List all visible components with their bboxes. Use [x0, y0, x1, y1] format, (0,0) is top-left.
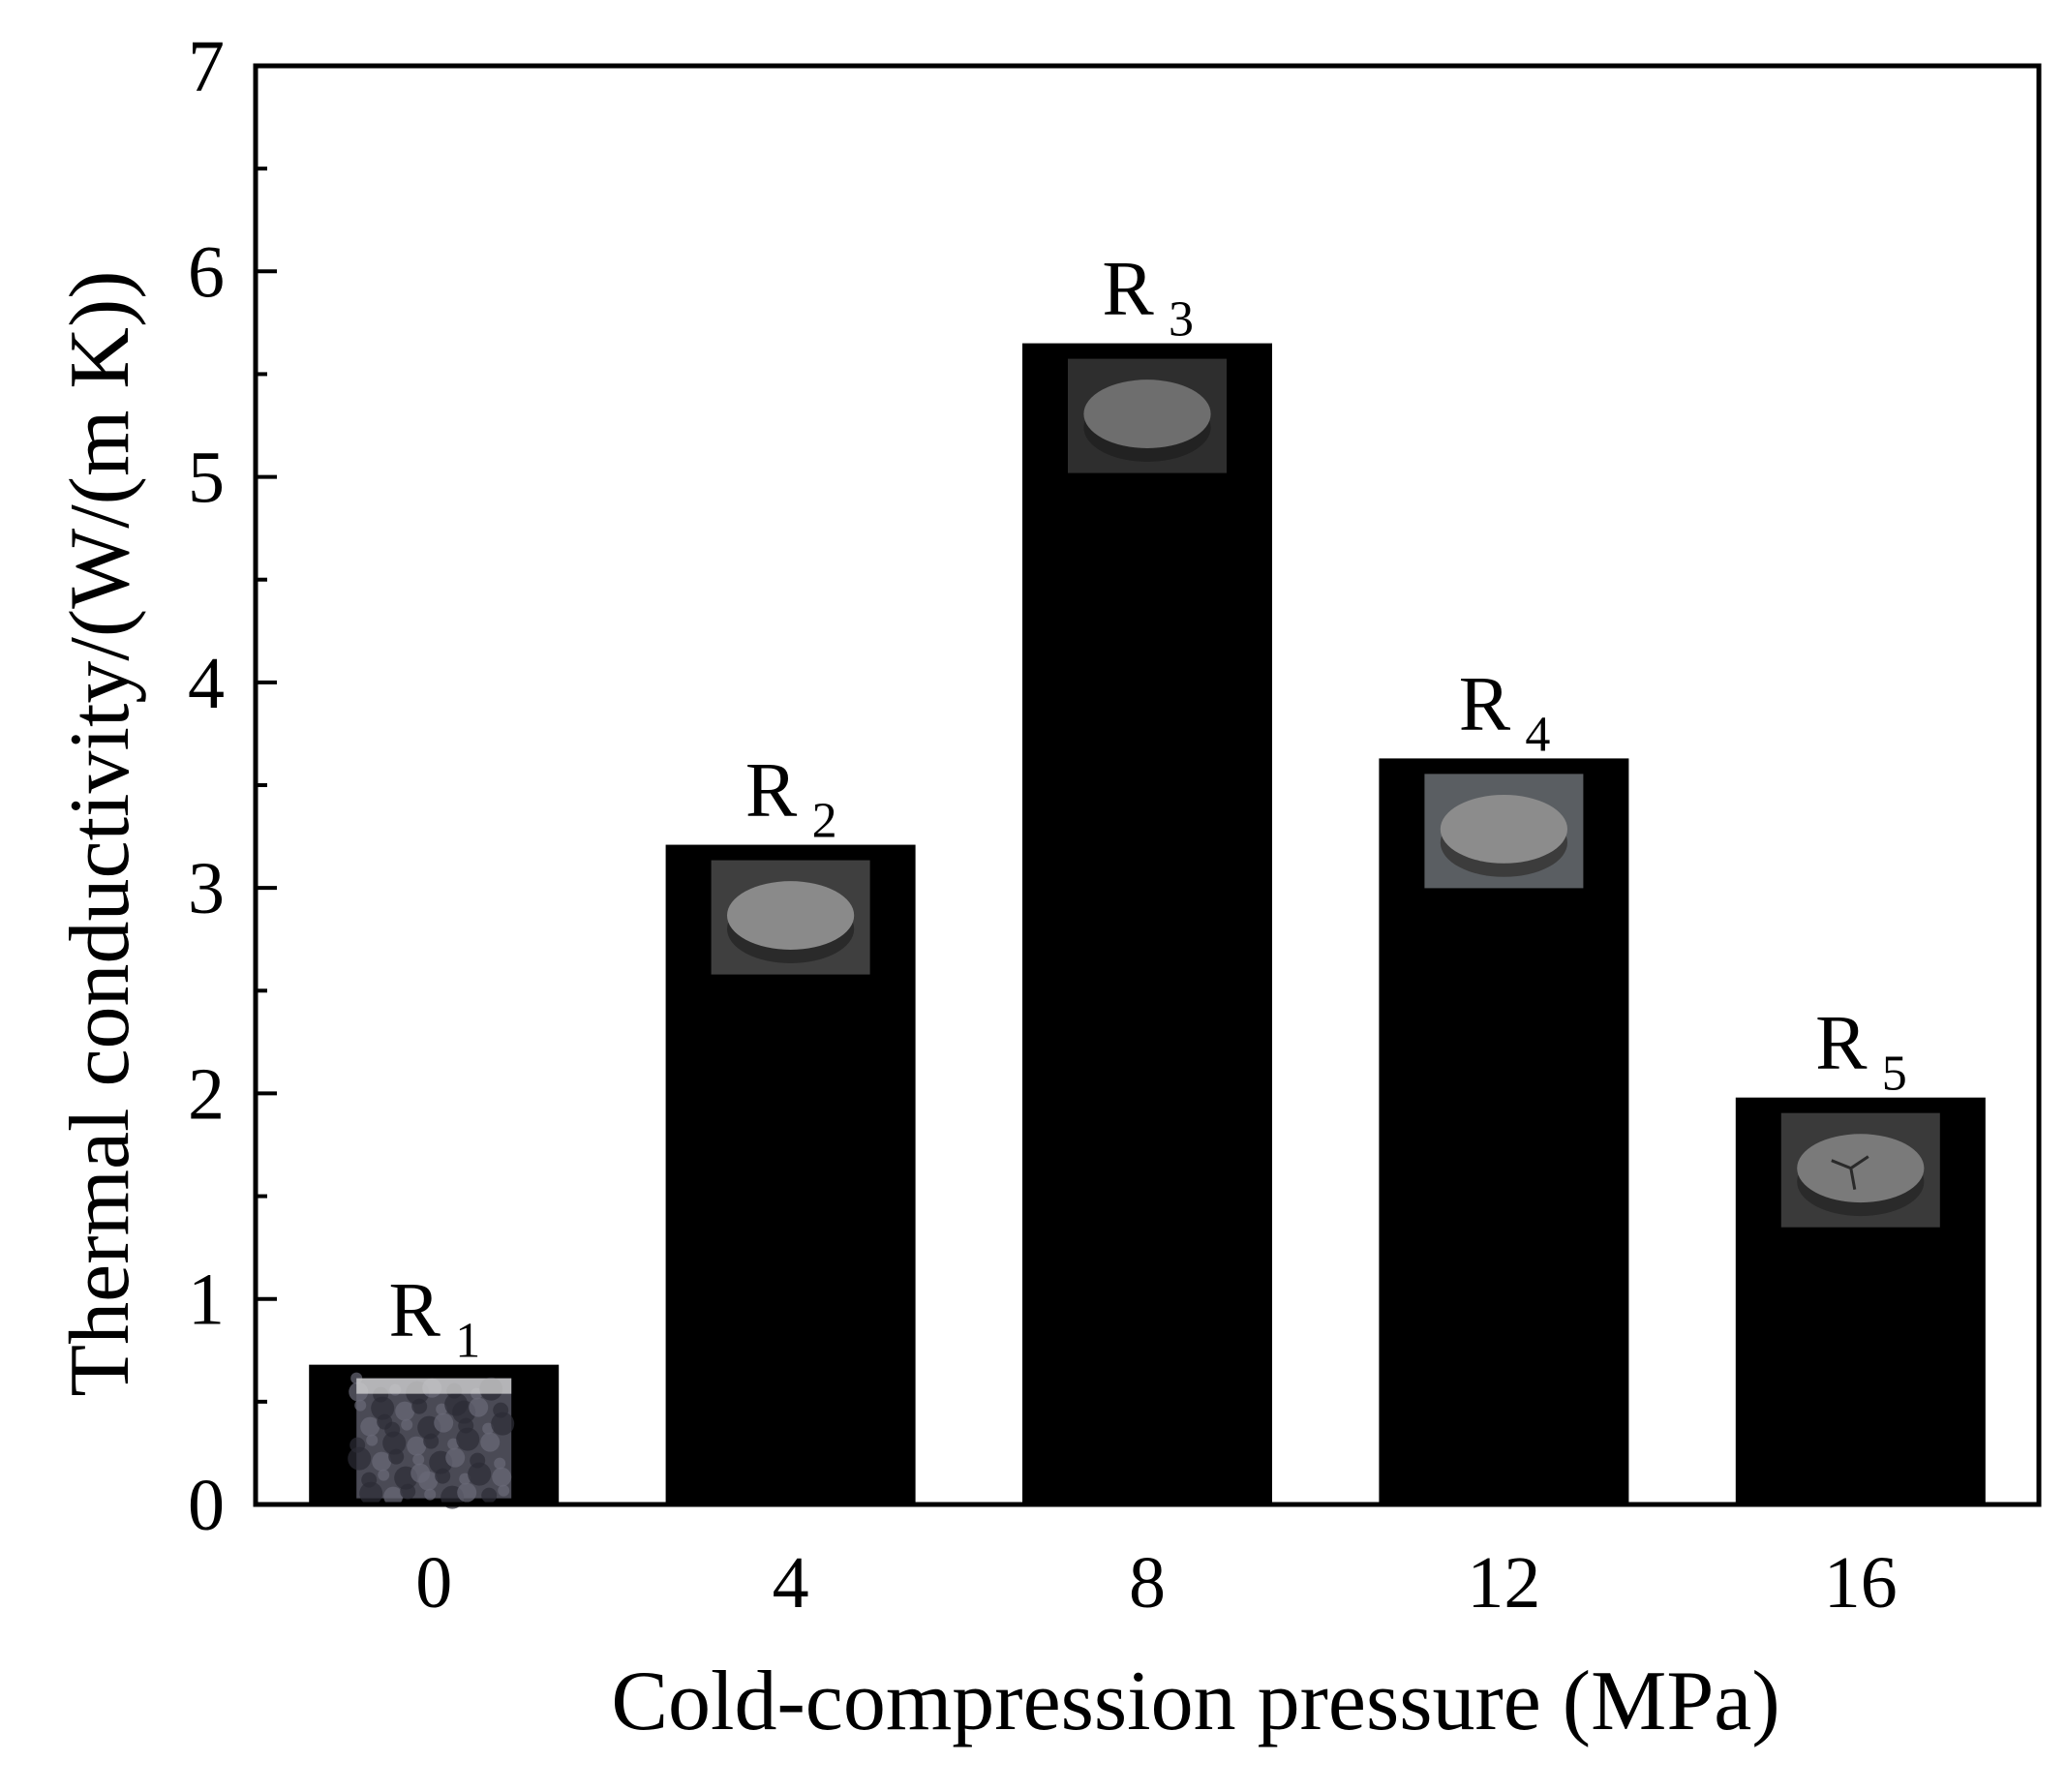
powder-grain — [372, 1451, 392, 1472]
bar-labels-layer: R 1R 2R 3R 4R 5 — [389, 247, 1907, 1369]
powder-grain — [377, 1413, 393, 1430]
x-tick-label: 12 — [1467, 1542, 1540, 1624]
powder-grain — [436, 1403, 448, 1415]
powder-grain — [395, 1401, 415, 1421]
powder-grain — [407, 1436, 427, 1456]
x-tick-label: 0 — [415, 1542, 452, 1624]
powder-grain — [411, 1398, 428, 1414]
y-tick-label: 3 — [188, 848, 225, 929]
powder-grain — [382, 1431, 407, 1455]
powder-grain — [481, 1487, 498, 1503]
y-axis-title: Thermal conductivity/(W/(m K)) — [53, 270, 147, 1396]
y-tick-label: 0 — [188, 1465, 225, 1546]
powder-grain — [360, 1416, 380, 1437]
pellet-face — [1440, 795, 1567, 864]
y-tick-label: 6 — [188, 231, 225, 313]
pellet-face — [727, 881, 855, 950]
bar-label-subscript: 3 — [1169, 292, 1194, 348]
y-tick-label: 2 — [188, 1053, 225, 1135]
powder-grain — [348, 1446, 372, 1471]
bar — [1022, 343, 1272, 1505]
x-axis-ticks: 0 4 8 12 16 — [415, 1542, 1898, 1624]
powder-grain — [359, 1481, 383, 1505]
powder-grain — [498, 1484, 510, 1497]
x-tick-label: 8 — [1129, 1542, 1166, 1624]
y-axis-ticks: 0 1 2 3 4 5 6 7 — [188, 26, 277, 1546]
bars-layer — [309, 343, 1986, 1505]
powder-grain — [378, 1469, 390, 1481]
powder-grain — [491, 1412, 515, 1436]
powder-grain — [371, 1396, 395, 1420]
x-tick-label: 16 — [1824, 1542, 1898, 1624]
powder-grain — [445, 1447, 466, 1468]
sample-photo — [711, 860, 870, 975]
sample-photos-layer — [348, 358, 1940, 1509]
bar-label: R — [1815, 1001, 1868, 1086]
bar-label-subscript: 2 — [812, 794, 837, 849]
powder-grain — [423, 1433, 440, 1449]
powder-grain — [410, 1463, 431, 1483]
bar-label-subscript: 4 — [1525, 707, 1550, 762]
powder-grain — [383, 1486, 404, 1506]
powder-grain — [459, 1473, 471, 1485]
bar-label: R — [1102, 247, 1154, 332]
powder-grain — [457, 1482, 477, 1503]
bar-label: R — [389, 1268, 441, 1353]
pellet-crack — [1831, 1155, 1869, 1190]
bar-label: R — [1459, 661, 1511, 746]
powder-grain — [482, 1422, 495, 1435]
powder-grain — [480, 1432, 501, 1452]
y-tick-label: 4 — [188, 643, 225, 724]
y-tick-label: 5 — [188, 438, 225, 519]
y-tick-label: 1 — [188, 1260, 225, 1341]
sample-photo-highlight — [356, 1378, 512, 1394]
powder-grain — [468, 1462, 492, 1486]
powder-grain — [444, 1392, 469, 1416]
powder-grain — [469, 1397, 489, 1417]
powder-grain — [424, 1488, 437, 1501]
sample-photo — [348, 1372, 515, 1509]
powder-grain — [447, 1438, 460, 1450]
y-tick-label: 7 — [188, 26, 225, 107]
x-axis-title: Cold-compression pressure (MPa) — [611, 1655, 1779, 1748]
bar-label: R — [745, 748, 798, 834]
pellet-face — [1797, 1134, 1925, 1203]
sample-photo — [1068, 358, 1227, 473]
pellet-face — [1083, 380, 1211, 448]
bar-label-subscript: 5 — [1882, 1047, 1907, 1102]
powder-grain — [401, 1418, 413, 1431]
powder-grain — [366, 1434, 379, 1446]
powder-grain — [435, 1468, 451, 1484]
x-tick-label: 4 — [773, 1542, 809, 1624]
bar-label-subscript: 1 — [455, 1314, 480, 1369]
sample-photo — [1424, 774, 1584, 889]
powder-grain — [456, 1427, 480, 1451]
powder-grain — [492, 1467, 512, 1487]
powder-grain — [412, 1453, 425, 1466]
powder-grain — [494, 1457, 506, 1470]
powder-grain — [434, 1412, 454, 1433]
powder-grain — [400, 1483, 416, 1500]
sample-photo — [1780, 1112, 1940, 1228]
powder-grain — [354, 1399, 367, 1412]
powder-grain — [388, 1448, 405, 1465]
